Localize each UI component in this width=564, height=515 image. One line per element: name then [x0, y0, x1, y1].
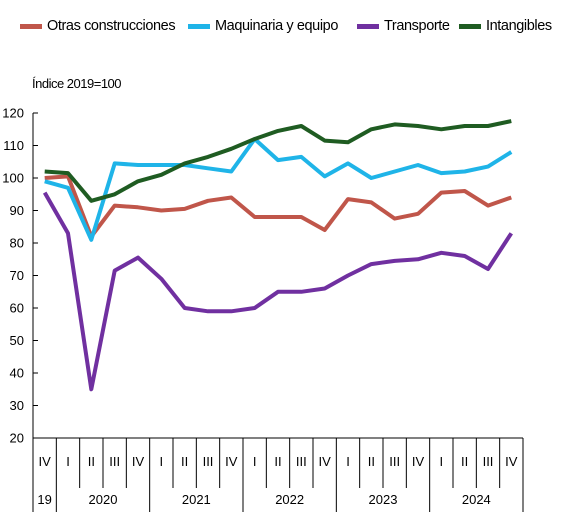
- x-quarter-label: II: [274, 454, 281, 469]
- x-quarter-label: IV: [132, 454, 145, 469]
- y-tick-label: 30: [10, 398, 24, 413]
- x-quarter-label: III: [296, 454, 307, 469]
- y-axis-title: Índice 2019=100: [32, 76, 122, 91]
- x-quarter-label: III: [389, 454, 400, 469]
- x-quarter-label: III: [203, 454, 214, 469]
- x-quarter-label: II: [88, 454, 95, 469]
- x-quarter-label: II: [181, 454, 188, 469]
- x-quarter-label: IV: [39, 454, 52, 469]
- legend-swatch: [357, 23, 379, 29]
- x-quarter-label: I: [440, 454, 444, 469]
- x-year-label: 2020: [89, 492, 118, 507]
- x-quarter-label: II: [461, 454, 468, 469]
- x-quarter-label: IV: [505, 454, 518, 469]
- x-quarter-label: IV: [225, 454, 238, 469]
- legend-item-intangibles: Intangibles: [459, 18, 552, 34]
- legend-swatch: [459, 23, 481, 29]
- series-line-transporte: [42, 191, 513, 392]
- x-year-label: 2024: [462, 492, 491, 507]
- y-tick-label: 80: [10, 236, 24, 251]
- y-tick-label: 70: [10, 268, 24, 283]
- series-lines: [42, 119, 513, 392]
- x-year-label: 2021: [182, 492, 211, 507]
- y-tick-label: 60: [10, 301, 24, 316]
- x-quarter-label: II: [368, 454, 375, 469]
- y-tick-label: 90: [10, 203, 24, 218]
- legend-swatch: [188, 23, 210, 29]
- y-tick-label: 20: [10, 431, 24, 446]
- y-tick-label: 50: [10, 333, 24, 348]
- y-tick-label: 40: [10, 366, 24, 381]
- legend-label: Otras construcciones: [47, 18, 176, 34]
- legend-item-transporte: Transporte: [357, 18, 450, 34]
- x-year-label: 19: [37, 492, 51, 507]
- x-quarter-label: I: [346, 454, 350, 469]
- x-tick-labels: IV I II III IV I II III IV I II III IV I II III IV I II III…: [32, 438, 524, 512]
- chart-legend: Otras construcciones Maquinaria y equipo T…: [0, 18, 564, 40]
- y-tick-label: 120: [2, 106, 24, 121]
- legend-label: Transporte: [384, 18, 450, 34]
- series-line-otras-construcciones: [44, 174, 512, 239]
- x-quarter-label: I: [253, 454, 257, 469]
- y-tick-label: 110: [3, 138, 24, 153]
- series-line-intangibles: [44, 119, 512, 203]
- legend-label: Intangibles: [486, 18, 552, 34]
- legend-item-maquinaria-y-equipo: Maquinaria y equipo: [188, 18, 338, 34]
- x-quarter-label: IV: [319, 454, 332, 469]
- x-year-label: 2022: [275, 492, 304, 507]
- legend-label: Maquinaria y equipo: [215, 18, 338, 34]
- x-quarter-label: III: [483, 454, 494, 469]
- x-quarter-label: I: [66, 454, 70, 469]
- series-line-maquinaria-y-equipo: [44, 137, 513, 242]
- legend-swatch: [20, 23, 42, 29]
- y-tick-labels: 20 30 40 50 60 70 80 90 100 110 120: [2, 106, 38, 446]
- y-tick-label: 100: [2, 171, 24, 186]
- x-quarter-label: IV: [412, 454, 425, 469]
- x-year-label: 2023: [369, 492, 398, 507]
- x-quarter-label: III: [109, 454, 120, 469]
- x-quarter-label: I: [160, 454, 164, 469]
- legend-item-otras-construcciones: Otras construcciones: [20, 18, 176, 34]
